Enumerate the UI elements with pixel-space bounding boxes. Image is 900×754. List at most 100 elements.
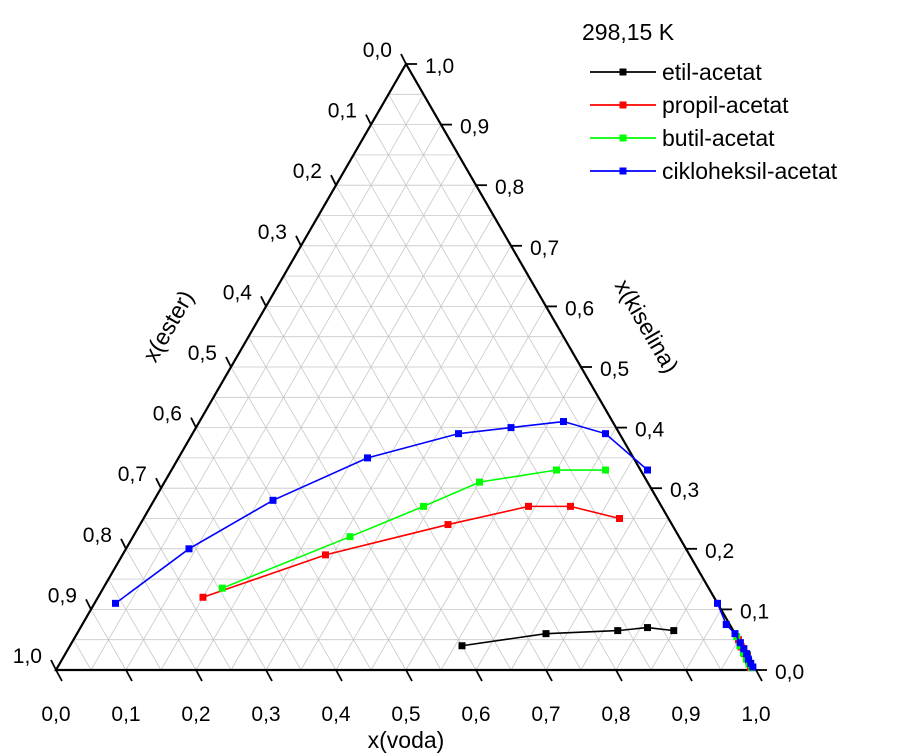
left-tick-label: 0,4 [223,281,253,304]
data-point [364,454,371,462]
legend-marker [619,101,627,109]
bottom-tick [335,669,343,682]
series-line [221,469,606,589]
right-tick-label: 0,4 [635,419,665,442]
data-point [602,430,609,438]
grid-line [160,487,267,671]
data-point [740,645,748,653]
data-point [722,621,730,629]
data-point [269,496,277,504]
grid-line [73,639,92,671]
bottom-tick [265,669,273,682]
bottom-tick-label: 0,2 [181,703,210,726]
series-line [202,505,620,599]
grid-line [300,275,529,671]
chart-ticks: 0,0 0,0 0,0 0,1 0,1 0,1 0,2 0,2 0,2 0,3 0,3 0,3 0,4 0… [13,39,804,726]
left-tick [400,53,407,65]
data-point [525,502,532,510]
data-point [644,624,651,632]
data-point [476,478,483,486]
data-point [749,663,757,671]
bottom-tick [615,669,623,682]
bottom-tick [755,669,763,682]
grid-line [195,427,337,671]
bottom-tick [545,669,553,682]
right-tick-label: 0,1 [740,600,769,623]
data-point [218,584,226,592]
legend-temperature: 298,15 K [582,19,675,45]
data-point [614,627,622,635]
data-point [507,424,515,432]
data-point [322,551,329,559]
data-point [644,466,651,474]
data-point [455,430,462,438]
left-tick [260,295,267,307]
bottom-tick [405,669,413,682]
grid-line [283,275,512,671]
data-point [670,627,678,635]
right-tick-label: 0,6 [565,297,594,320]
series-line [115,420,649,604]
grid-line [108,578,162,671]
right-tick-label: 0,7 [530,237,559,260]
grid-line [405,366,582,671]
left-tick [365,114,372,126]
series-etil-acetat [458,624,755,671]
data-point [560,418,567,426]
legend-item: cikloheksil-acetat [590,158,838,184]
series-cikloheksil-acetat [112,418,757,671]
right-tick-label: 0,2 [705,540,734,563]
grid-line [370,336,564,671]
data-point [346,533,354,541]
bottom-tick-label: 0,4 [321,703,351,726]
right-tick-label: 0,5 [600,358,629,381]
bottom-tick-label: 0,5 [391,703,420,726]
data-point [185,545,193,553]
grid-line [248,336,442,671]
left-tick [295,235,302,247]
grid-line [143,518,232,671]
bottom-tick-label: 0,3 [251,703,280,726]
right-tick-label: 0,8 [495,176,524,199]
right-tick-label: 0,3 [670,479,699,502]
legend-label: etil-acetat [662,59,762,85]
left-tick [155,477,162,489]
data-point [736,639,744,647]
data-point [458,642,466,650]
legend-label: butil-acetat [662,125,775,151]
grid-line [318,215,582,671]
legend-label: propil-acetat [662,92,789,118]
left-tick-label: 0,8 [83,524,112,547]
legend-item: propil-acetat [590,92,789,118]
left-tick-label: 1,0 [13,645,42,668]
data-point [444,521,452,529]
bottom-tick [685,669,693,682]
grid-line [388,94,722,671]
grid-line [510,457,634,671]
data-point [542,630,550,638]
chart-series [112,418,757,672]
left-tick [50,659,57,671]
chart-grid [73,93,739,671]
grid-line [178,457,302,671]
bottom-tick [55,669,63,682]
data-point [731,630,739,638]
right-tick-label: 0,0 [775,661,804,684]
left-tick [330,174,337,186]
left-tick-label: 0,9 [48,584,77,607]
bottom-axis-title: x(voda) [368,727,445,753]
bottom-tick-label: 0,7 [531,703,560,726]
grid-line [685,609,722,671]
data-point [616,515,623,522]
legend-marker [619,167,627,175]
right-tick-label: 0,9 [460,116,489,139]
grid-line [90,609,127,671]
bottom-tick-label: 0,0 [41,703,70,726]
series-propil-acetat [199,502,754,672]
legend-label: cikloheksil-acetat [662,158,838,184]
left-tick-label: 0,0 [363,39,392,62]
data-point [602,466,609,474]
chart-legend: 298,15 K etil-acetat propil-acetat butil-a… [582,19,838,184]
grid-line [213,397,372,671]
